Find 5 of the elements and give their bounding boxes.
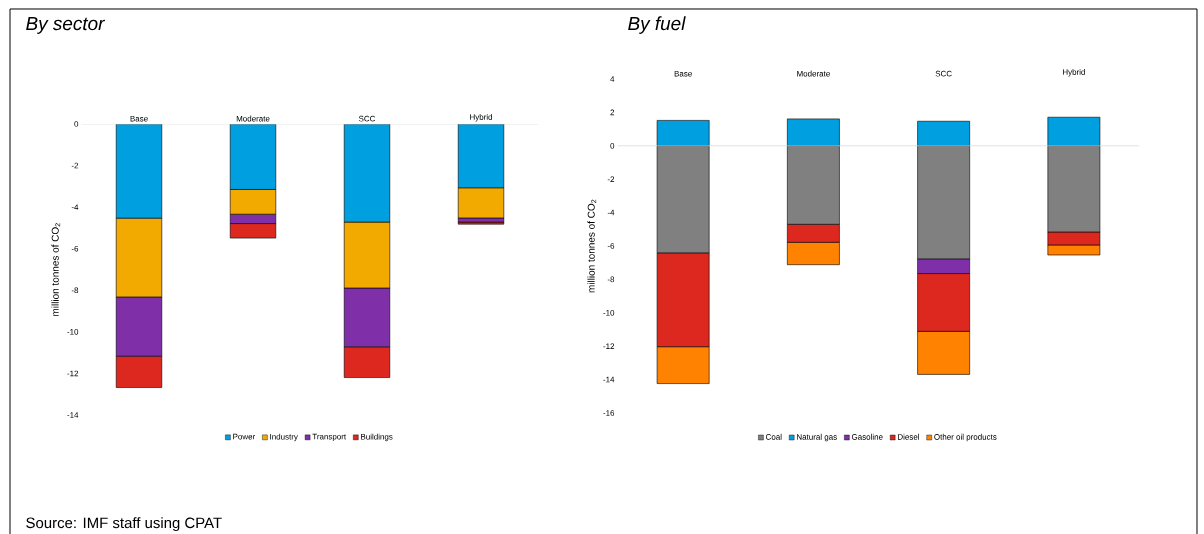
- chart-title: By sector: [26, 16, 106, 34]
- y-axis-title: million tonnes of CO$_{2}$: [51, 223, 61, 316]
- chart-title: By fuel: [628, 16, 686, 34]
- y-axis-title: million tonnes of CO$_{2}$: [587, 199, 597, 293]
- source-note: Source: IMF staff using CPAT: [26, 516, 222, 531]
